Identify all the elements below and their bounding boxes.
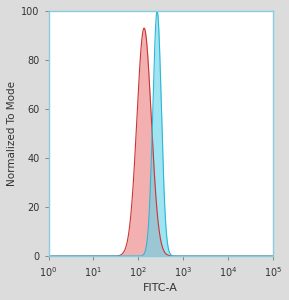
Y-axis label: Normalized To Mode: Normalized To Mode [7,81,17,186]
X-axis label: FITC-A: FITC-A [143,283,178,293]
